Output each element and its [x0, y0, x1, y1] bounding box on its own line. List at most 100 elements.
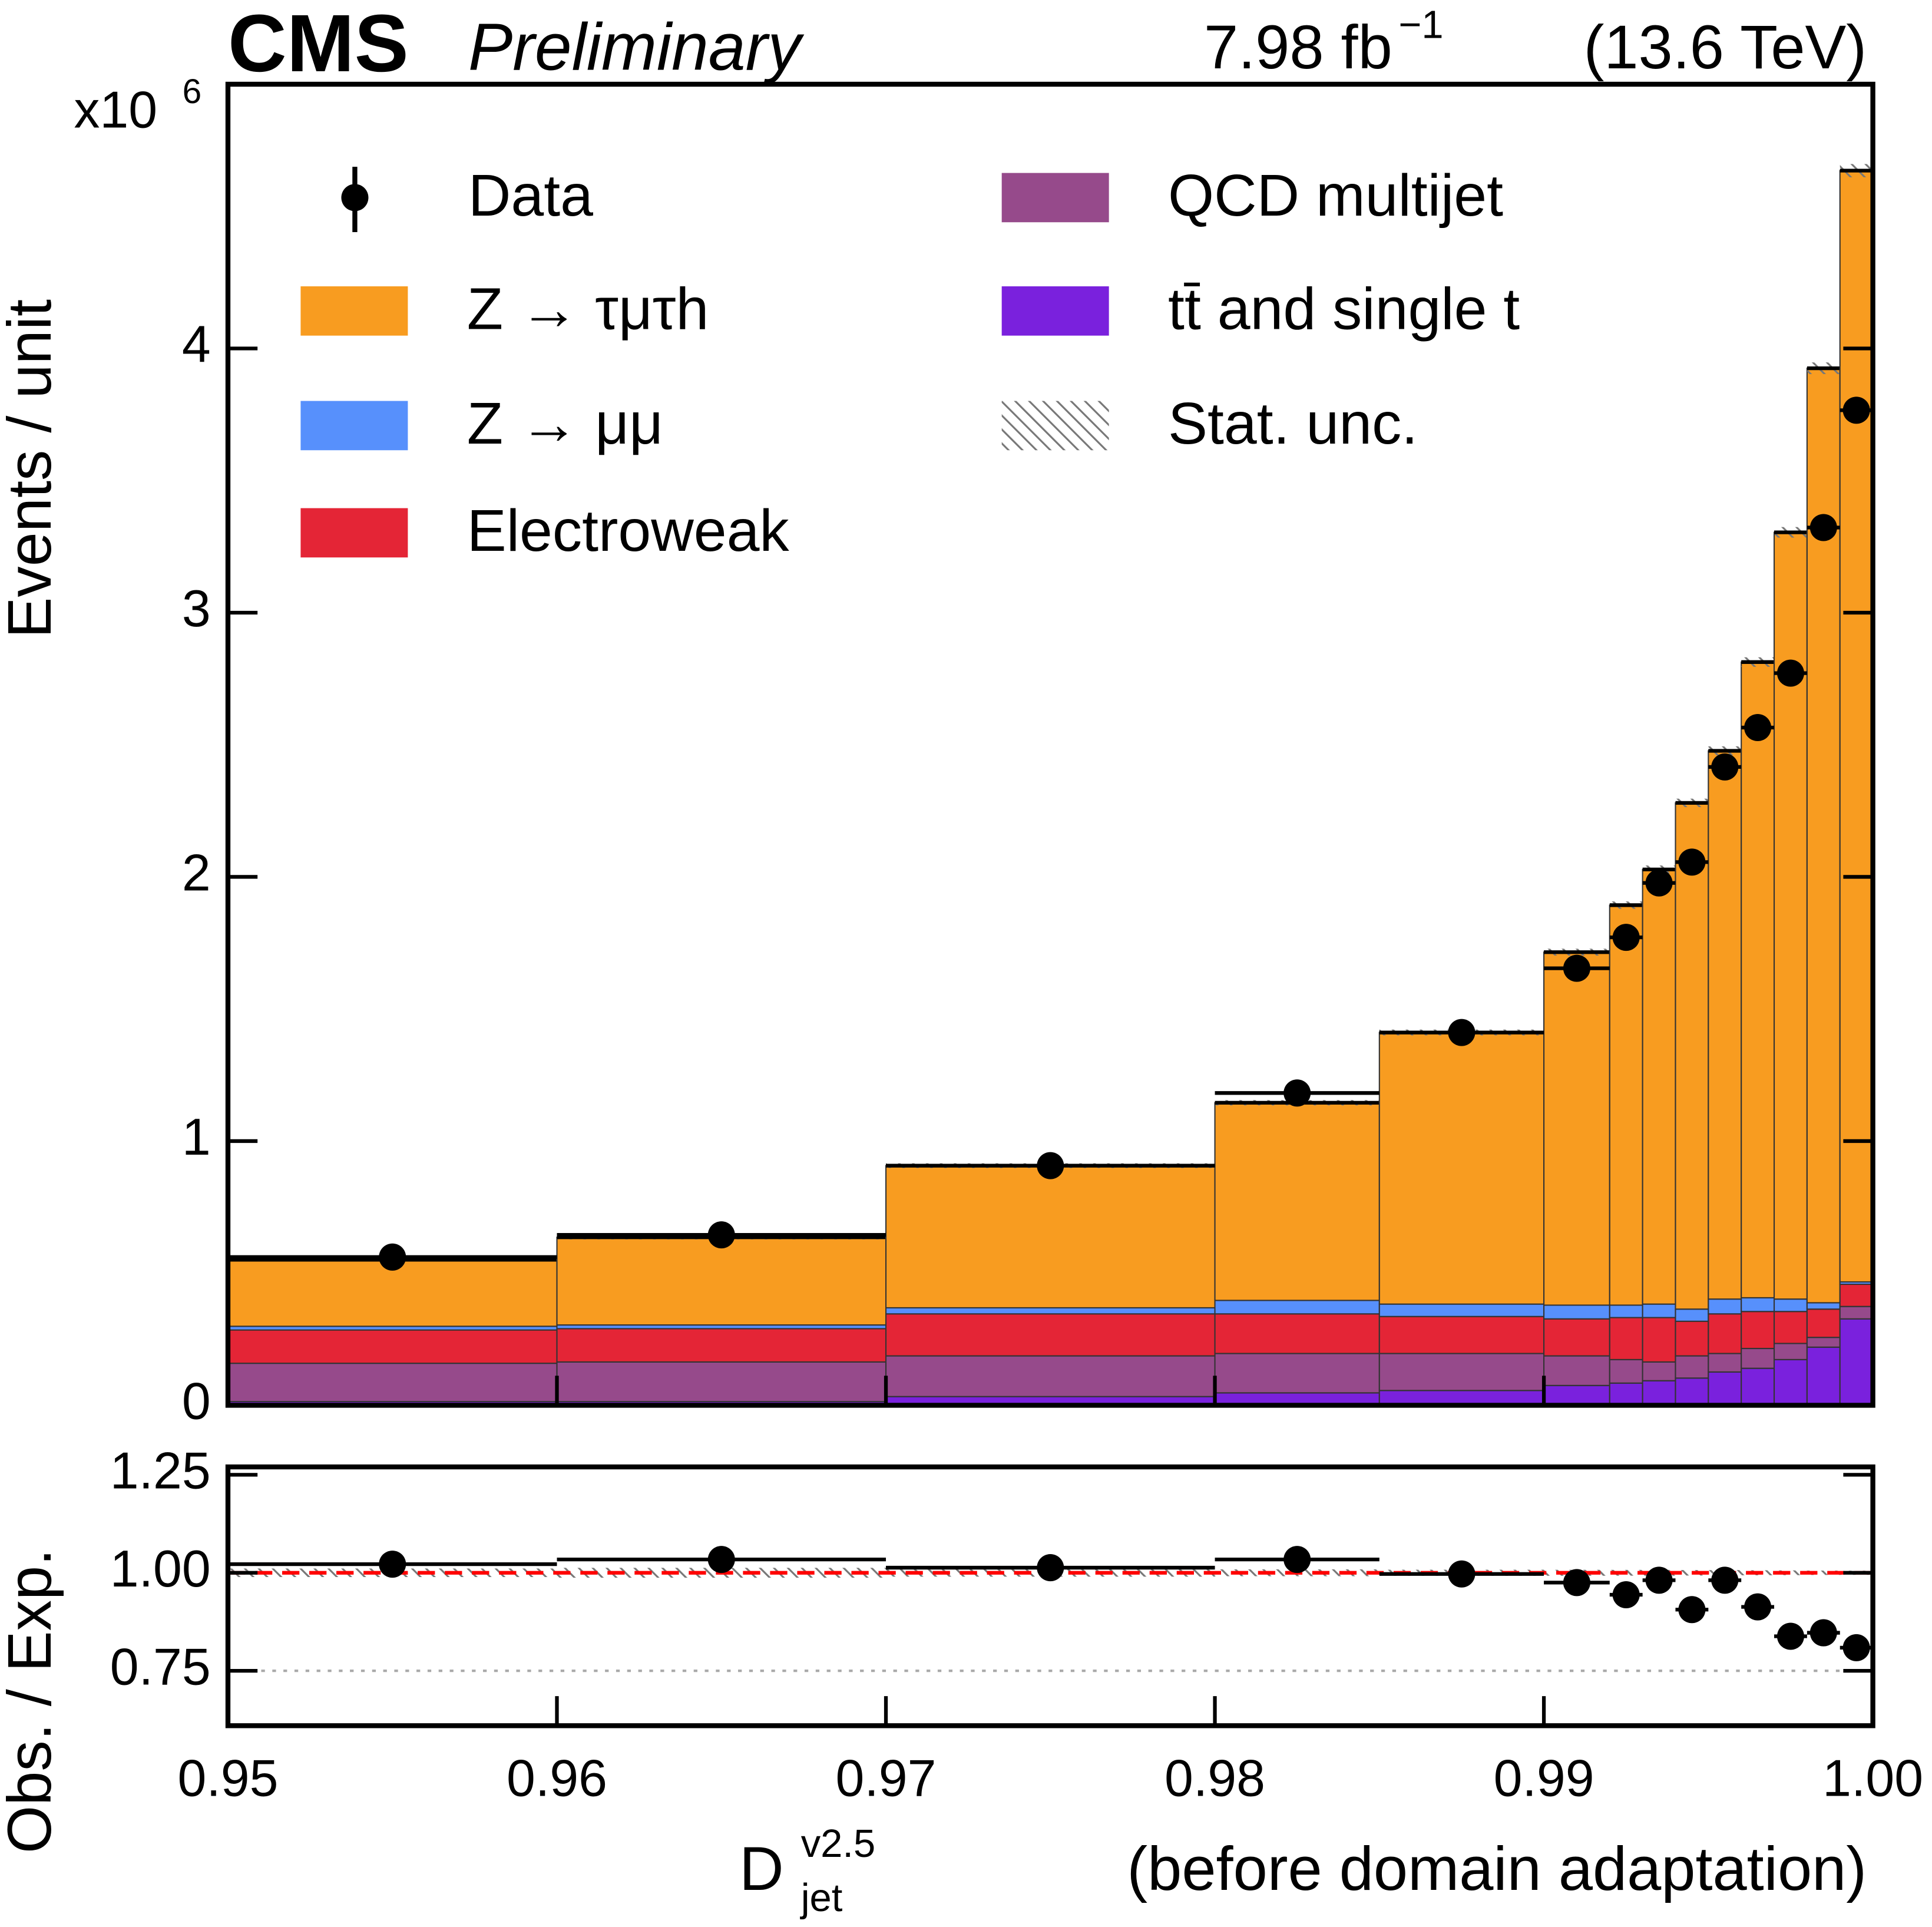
stack-segment: [1839, 1283, 1874, 1307]
y-axis-title: Events / unit: [0, 299, 64, 639]
ratio-point: [1645, 1566, 1673, 1594]
experiment: CMS: [228, 0, 409, 89]
main-frame: [225, 81, 1875, 1408]
x-axis-symbol: D: [739, 1835, 784, 1903]
stack-segment: [1609, 1382, 1643, 1406]
stack-segment: [1378, 1032, 1545, 1305]
multiplier: x10: [74, 80, 158, 138]
ratio-point: [1283, 1546, 1311, 1574]
legend-swatch: [300, 401, 408, 451]
lumi: 7.98 fb: [1204, 13, 1392, 82]
legend-label: Data: [468, 163, 593, 229]
stack-segment: [227, 1329, 558, 1364]
stack-segment: [1609, 904, 1643, 1306]
stack-segment: [1741, 1367, 1775, 1406]
stack-segment: [1773, 1298, 1808, 1313]
stack-segment: [1675, 1377, 1709, 1406]
x-tick-label: 0.96: [507, 1749, 607, 1807]
legend-swatch: [1001, 173, 1109, 223]
stack-segment: [1708, 1313, 1742, 1354]
y-tick-label: 1: [182, 1108, 211, 1166]
ratio-y-tick-label: 1.00: [110, 1539, 211, 1598]
stack-segment: [1609, 1359, 1643, 1384]
x-axis-title: (before domain adaptation): [1127, 1835, 1867, 1903]
stack-segment: [1708, 750, 1742, 1300]
stack-segment: [885, 1313, 1216, 1357]
ratio-point: [1678, 1596, 1706, 1624]
stack-segment: [1214, 1102, 1380, 1301]
ratio-y-tick-label: 0.75: [110, 1637, 211, 1695]
stack-segment: [1378, 1315, 1545, 1354]
data-point: [1448, 1019, 1476, 1046]
ratio-frame: [225, 1464, 1875, 1728]
y-tick-label: 0: [182, 1372, 211, 1430]
stack-segment: [1708, 1353, 1742, 1373]
ratio-point: [1448, 1560, 1476, 1588]
data-point: [1037, 1152, 1064, 1179]
stack-segment: [1214, 1300, 1380, 1315]
ratio-point: [1809, 1619, 1837, 1647]
stack-segment: [1609, 1304, 1643, 1318]
stack-segment: [1806, 1337, 1841, 1348]
stack-segment: [1773, 1311, 1808, 1344]
x-axis-sup: v2.5: [801, 1822, 876, 1866]
x-tick-label: 0.98: [1165, 1749, 1265, 1807]
ratio-point: [1842, 1634, 1870, 1661]
stack-segment: [1839, 170, 1874, 1283]
stack-segment: [1773, 531, 1808, 1300]
legend-swatch: [300, 508, 408, 558]
legend-label: Z → μμ: [467, 391, 663, 457]
data-point: [379, 1243, 406, 1271]
stack-segment: [556, 1237, 887, 1326]
x-tick-label: 0.99: [1494, 1749, 1594, 1807]
stack-segment: [1806, 1302, 1841, 1310]
stack-segment: [1773, 1343, 1808, 1360]
legend-swatch: [1001, 401, 1109, 451]
stack-segment: [1708, 1298, 1742, 1315]
stack-segment: [1642, 1317, 1676, 1363]
ratio-y-tick-label: 1.25: [110, 1442, 211, 1500]
ratio-y-axis-title: Obs. / Exp.: [0, 1549, 64, 1853]
stack-segment: [1675, 1308, 1709, 1322]
ratio-point: [707, 1546, 735, 1574]
data-point: [1563, 954, 1590, 982]
legend-label: Z → τμτh: [467, 276, 709, 342]
stack-segment: [1773, 1359, 1808, 1406]
stack-segment: [1708, 1371, 1742, 1406]
stack-segment: [885, 1165, 1216, 1308]
ratio-point: [1711, 1566, 1739, 1594]
ratio-point: [1612, 1581, 1640, 1609]
data-point: [1678, 848, 1706, 876]
y-tick-label: 4: [182, 315, 211, 373]
stack-segment: [1543, 951, 1610, 1306]
ratio-point: [379, 1551, 406, 1578]
data-point: [1711, 753, 1739, 781]
stack-segment: [1378, 1303, 1545, 1317]
ratio-stat-unc: [1807, 1570, 1840, 1575]
status: Preliminary: [468, 9, 805, 84]
x-tick-label: 0.95: [177, 1749, 278, 1807]
lumi-exponent: −1: [1398, 2, 1443, 47]
x-tick-label: 1.00: [1822, 1749, 1923, 1807]
stack-segment: [556, 1328, 887, 1363]
y-tick-label: 2: [182, 844, 211, 902]
ratio-point: [1037, 1554, 1064, 1582]
stack-segment: [1675, 1320, 1709, 1357]
x-axis-sub: jet: [800, 1876, 843, 1920]
stack-segment: [1642, 1361, 1676, 1381]
stack-segment: [1675, 1355, 1709, 1379]
stack-segment: [556, 1361, 887, 1403]
stack-segment: [1741, 661, 1775, 1298]
stack-segment: [1741, 1297, 1775, 1313]
stack-segment: [227, 1363, 558, 1403]
stack-segment: [1642, 868, 1676, 1305]
stack-segment: [1675, 802, 1709, 1310]
stack-segment: [885, 1355, 1216, 1397]
data-point: [1776, 659, 1804, 687]
data-point: [1809, 514, 1837, 541]
stack-segment: [1642, 1380, 1676, 1406]
stack-segment: [1642, 1303, 1676, 1318]
data-point: [1645, 869, 1673, 897]
